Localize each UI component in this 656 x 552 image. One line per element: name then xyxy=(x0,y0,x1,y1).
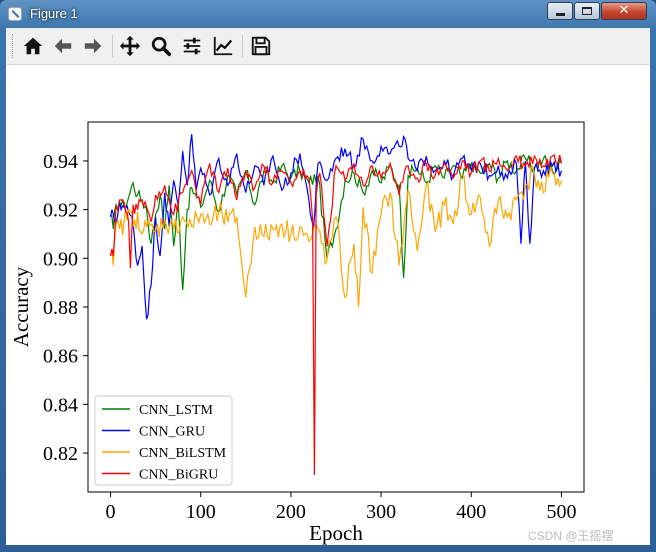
toolbar-separator xyxy=(112,35,113,57)
legend-label: CNN_BiGRU xyxy=(139,468,218,483)
figure-canvas-area: 0 100 200 300 400 500 0.82 0.84 0.86 0.88 0.90 0.9… xyxy=(6,28,650,545)
navigation-toolbar xyxy=(6,28,650,65)
zoom-button[interactable] xyxy=(148,33,174,59)
x-tick-label: 200 xyxy=(276,501,306,523)
y-tick-label: 0.82 xyxy=(43,443,78,465)
title-bar[interactable]: Figure 1 ✕ xyxy=(0,0,656,28)
x-tick-label: 0 xyxy=(106,501,116,523)
series-line xyxy=(110,154,563,291)
pan-button[interactable] xyxy=(117,33,143,59)
series-line xyxy=(109,134,563,320)
x-axis: 0 100 200 300 400 500 xyxy=(106,492,576,523)
x-tick-label: 500 xyxy=(546,501,576,523)
pan-move-icon xyxy=(119,35,141,57)
x-tick-label: 400 xyxy=(456,501,486,523)
edit-axis-button[interactable] xyxy=(210,33,236,59)
x-tick-label: 300 xyxy=(366,501,396,523)
y-tick-label: 0.92 xyxy=(43,200,78,222)
forward-button[interactable] xyxy=(80,33,106,59)
y-tick-label: 0.88 xyxy=(43,297,78,319)
edit-axis-icon xyxy=(213,36,233,56)
forward-arrow-icon xyxy=(84,38,102,54)
legend-label: CNN_BiLSTM xyxy=(139,446,227,461)
y-axis: 0.82 0.84 0.86 0.88 0.90 0.92 0.94 xyxy=(43,151,88,465)
save-floppy-icon xyxy=(251,36,271,56)
maximize-button[interactable] xyxy=(574,2,600,20)
home-icon xyxy=(23,37,43,55)
back-button[interactable] xyxy=(50,33,76,59)
zoom-magnifier-icon xyxy=(151,36,172,57)
line-chart: 0 100 200 300 400 500 0.82 0.84 0.86 0.88 0.90 0.9… xyxy=(9,121,585,545)
back-arrow-icon xyxy=(54,38,72,54)
toolbar-grip xyxy=(12,34,16,58)
home-button[interactable] xyxy=(20,33,46,59)
configure-subplots-button[interactable] xyxy=(179,33,205,59)
x-tick-label: 100 xyxy=(186,501,216,523)
y-tick-label: 0.84 xyxy=(43,394,78,416)
series-layer xyxy=(109,134,563,476)
x-axis-label: Epoch xyxy=(309,521,363,545)
toolbar-separator xyxy=(242,35,243,57)
legend-label: CNN_LSTM xyxy=(139,403,213,418)
y-tick-label: 0.94 xyxy=(43,151,78,173)
close-button[interactable]: ✕ xyxy=(601,2,647,20)
series-line xyxy=(109,154,563,476)
legend-label: CNN_GRU xyxy=(139,425,205,440)
plot-area[interactable]: 0 100 200 300 400 500 0.82 0.84 0.86 0.88 0.90 0.9… xyxy=(6,64,650,545)
legend: CNN_LSTM CNN_GRU CNN_BiLSTM CNN_BiGRU xyxy=(94,395,233,486)
minimize-button[interactable] xyxy=(547,2,573,20)
matplotlib-app-icon xyxy=(8,7,22,21)
y-tick-label: 0.90 xyxy=(43,248,78,270)
save-button[interactable] xyxy=(248,33,274,59)
y-axis-label: Accuracy xyxy=(9,266,33,347)
window-title: Figure 1 xyxy=(30,6,78,21)
csdn-watermark: CSDN @王摇摆 xyxy=(528,529,614,543)
configure-subplots-icon xyxy=(183,37,201,55)
y-tick-label: 0.86 xyxy=(43,346,78,368)
series-line xyxy=(109,165,563,308)
close-icon: ✕ xyxy=(618,3,630,18)
legend-box xyxy=(94,395,233,486)
